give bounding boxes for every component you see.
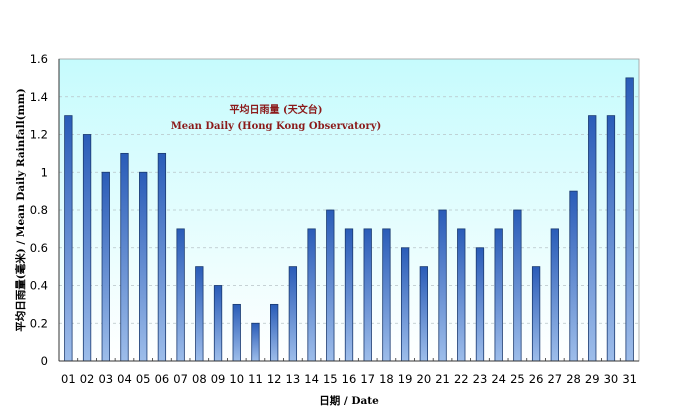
y-axis-title: 平均日雨量(毫米) / Mean Daily Rainfall(mm) (14, 88, 27, 331)
bar-day-14 (307, 228, 316, 362)
bar-day-26 (531, 266, 541, 362)
bar-day-05 (139, 171, 148, 362)
x-tick-label: 10 (229, 372, 244, 386)
x-tick-label: 29 (585, 372, 600, 386)
bar-day-25 (513, 209, 522, 362)
bar-day-30 (606, 115, 616, 362)
bar-day-15 (326, 209, 335, 362)
bar-day-29 (588, 115, 597, 362)
bar-day-31 (625, 77, 634, 362)
bar-day-12 (270, 303, 279, 362)
bar-day-02 (82, 134, 92, 362)
y-axis-ticks: 0 0.2 0.4 0.6 0.8 1 1.2 1.4 1.6 (30, 52, 48, 368)
bar-day-22 (457, 228, 466, 362)
bar-day-19 (400, 247, 410, 362)
x-tick-label: 14 (304, 372, 319, 386)
x-tick-label: 26 (529, 372, 544, 386)
x-tick-label: 25 (510, 372, 525, 386)
x-tick-label: 27 (547, 372, 562, 386)
bar-day-03 (101, 171, 110, 362)
bar-day-13 (288, 266, 298, 362)
x-tick-label: 17 (360, 372, 375, 386)
bar-day-16 (344, 228, 354, 362)
y-tick-label: 1 (41, 165, 48, 179)
x-tick-label: 23 (473, 372, 488, 386)
y-tick-label: 0 (41, 354, 48, 368)
y-tick-label: 1.4 (30, 90, 48, 104)
x-tick-label: 07 (173, 372, 188, 386)
x-tick-label: 03 (98, 372, 113, 386)
bar-day-10 (232, 303, 241, 362)
x-tick-label: 12 (267, 372, 282, 386)
bar-day-20 (419, 266, 428, 362)
x-tick-label: 11 (248, 372, 263, 386)
x-axis-ticks: 01 02 03 04 05 06 07 08 09 10 11 12 13 14 15 16 17 18 19 20… (61, 358, 637, 386)
y-tick-label: 1.2 (30, 128, 48, 142)
x-tick-label: 13 (286, 372, 301, 386)
bar-day-11 (251, 322, 260, 362)
x-tick-label: 28 (566, 372, 581, 386)
x-tick-label: 19 (398, 372, 413, 386)
bar-day-06 (157, 152, 167, 362)
x-tick-label: 06 (155, 372, 170, 386)
x-tick-label: 24 (491, 372, 506, 386)
x-tick-label: 05 (136, 372, 151, 386)
x-tick-label: 02 (80, 372, 95, 386)
x-tick-label: 21 (435, 372, 450, 386)
x-tick-label: 08 (192, 372, 207, 386)
bar-day-24 (494, 228, 503, 362)
bar-day-04 (120, 152, 129, 362)
x-axis-title: 日期 / Date (319, 394, 379, 407)
x-tick-label: 04 (117, 372, 132, 386)
bar-day-08 (195, 266, 204, 362)
bar-day-23 (475, 247, 485, 362)
bar-day-07 (176, 228, 185, 362)
y-tick-label: 0.2 (30, 316, 48, 330)
y-tick-label: 0.4 (30, 279, 48, 293)
annotation-chinese: 平均日雨量 (天文台) (230, 103, 323, 116)
x-tick-label: 01 (61, 372, 76, 386)
x-tick-label: 18 (379, 372, 394, 386)
bar-day-01 (64, 115, 73, 362)
x-tick-label: 09 (211, 372, 226, 386)
annotation-english: Mean Daily (Hong Kong Observatory) (171, 121, 382, 132)
x-tick-label: 16 (342, 372, 357, 386)
bar-day-09 (213, 285, 223, 362)
bar-day-28 (569, 190, 578, 362)
x-tick-label: 22 (454, 372, 469, 386)
bar-day-21 (438, 209, 447, 362)
bar-day-27 (550, 228, 559, 362)
x-tick-label: 31 (622, 372, 637, 386)
y-tick-label: 0.6 (30, 241, 48, 255)
bar-day-17 (363, 228, 372, 362)
y-tick-label: 1.6 (30, 52, 48, 66)
x-tick-label: 15 (323, 372, 338, 386)
y-tick-label: 0.8 (30, 203, 48, 217)
x-tick-label: 20 (417, 372, 432, 386)
x-tick-label: 30 (604, 372, 619, 386)
bar-day-18 (382, 228, 391, 362)
bars (64, 77, 634, 362)
